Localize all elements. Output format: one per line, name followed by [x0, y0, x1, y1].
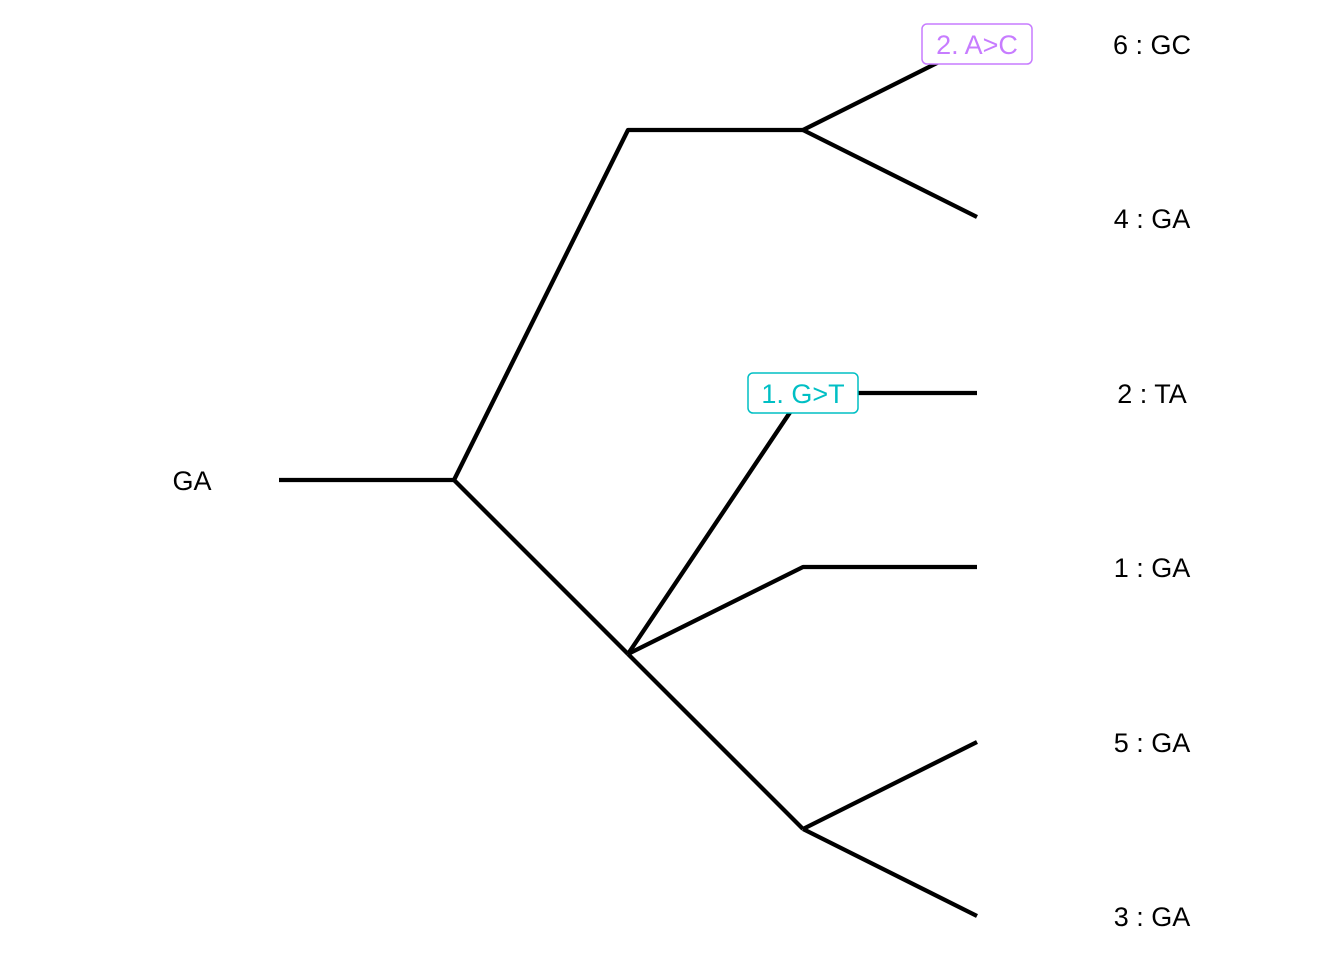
branch-tip-3: [802, 827, 978, 918]
mutation-label-a-to-c: 2. A>C: [921, 23, 1033, 65]
tip-label-3: 3 : GA: [1114, 902, 1191, 932]
tip-label-4: 4 : GA: [1114, 204, 1191, 234]
branch-tip-2: [626, 390, 977, 656]
branch-tip-5: [802, 740, 978, 831]
mutation-box: [747, 372, 859, 414]
mutation-box: [921, 23, 1033, 65]
tip-label-6: 6 : GC: [1113, 30, 1191, 60]
branch-to-inner-clade: [626, 652, 805, 831]
root-label: GA: [172, 466, 211, 496]
branch-tip-4: [802, 128, 978, 219]
tip-label-2: 2 : TA: [1117, 379, 1187, 409]
tip-label-1: 1 : GA: [1114, 553, 1191, 583]
tip-label-5: 5 : GA: [1114, 728, 1191, 758]
mutation-text: 2. A>C: [936, 30, 1018, 60]
branch-to-upper-clade: [452, 127, 803, 481]
branch-tip-1: [627, 564, 977, 656]
mutation-label-g-to-t: 1. G>T: [747, 372, 859, 414]
mutation-text: 1. G>T: [761, 379, 844, 409]
branch-to-lower-clade: [452, 478, 630, 656]
